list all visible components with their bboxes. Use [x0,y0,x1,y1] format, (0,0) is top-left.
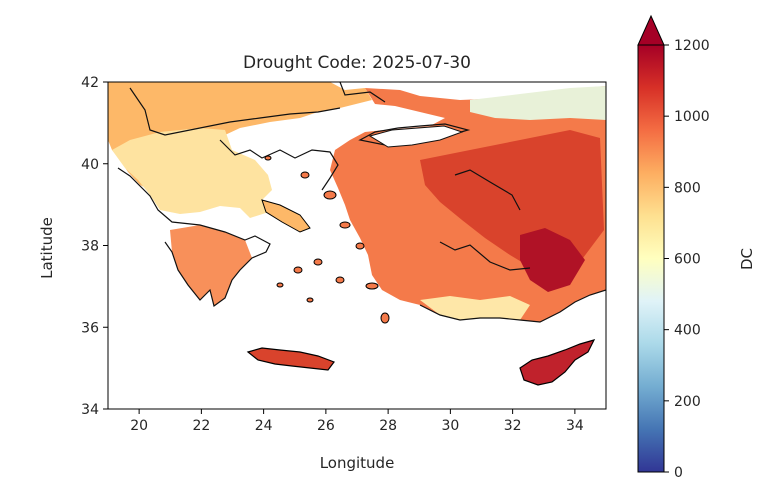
x-tick-label: 32 [504,418,522,434]
turkey-south-coast [419,289,606,323]
colorbar-tick-label: 0 [674,465,683,481]
y-tick-label: 40 [81,157,99,173]
island [355,242,365,250]
aegean-islands [264,155,390,324]
y-tick-label: 42 [81,75,99,91]
x-tick-label: 28 [379,418,397,434]
colorbar-label: DC [738,248,756,270]
x-tick-label: 26 [317,418,335,434]
cyprus-land [519,339,596,386]
colorbar-tick-label: 200 [674,394,701,410]
island [380,312,390,324]
island [339,221,351,229]
balkans-border [129,87,341,136]
colorbar-body [637,44,665,473]
turkey-border-1 [454,169,521,211]
x-axis-label: Longitude [320,454,395,472]
map-title: Drought Code: 2025-07-30 [243,53,471,73]
colorbar-tick-label: 600 [674,252,701,268]
x-tick-label: 20 [130,418,148,434]
central-greece-land [112,128,275,218]
island [335,276,345,284]
euboea-land [261,199,311,233]
sea-of-marmara [368,125,464,148]
crete-land [246,347,335,371]
x-tick-label: 22 [192,418,210,434]
island [323,190,337,200]
colorbar-axis: 0 200 400 600 800 1000 1200 [664,38,710,481]
colorbar-extend-max-arrow [637,14,665,46]
island [276,282,284,288]
colorbar-tick-label: 1200 [674,38,710,54]
x-tick-label: 34 [566,418,584,434]
y-axis: 34 36 38 40 42 [81,75,108,418]
y-tick-label: 38 [81,239,99,255]
south-coast-cool [420,296,530,320]
island [313,258,323,266]
colorbar-tick-label: 1000 [674,109,710,125]
peloponnese-land [170,225,252,306]
outlines [117,82,606,323]
colorbar-tick-label: 800 [674,180,701,196]
island [300,171,310,179]
greece-north-coast [219,139,339,191]
greece-coastline [117,167,271,308]
drought-field [108,82,606,386]
colorbar-tick-label: 400 [674,323,701,339]
y-tick-label: 34 [81,402,99,418]
x-tick-label: 24 [255,418,273,434]
y-axis-label: Latitude [38,217,56,279]
island [306,297,314,303]
island [264,155,272,161]
black-sea-coast-cool [470,86,606,120]
x-tick-label: 30 [441,418,459,434]
turkey-border-2 [439,241,531,271]
island [365,282,379,290]
bulgaria-border [339,82,386,103]
anatolia-hottest [520,228,585,292]
balkans-land [108,82,372,190]
island [293,266,303,274]
x-axis: 20 22 24 26 28 30 32 34 [130,409,584,434]
y-tick-label: 36 [81,320,99,336]
